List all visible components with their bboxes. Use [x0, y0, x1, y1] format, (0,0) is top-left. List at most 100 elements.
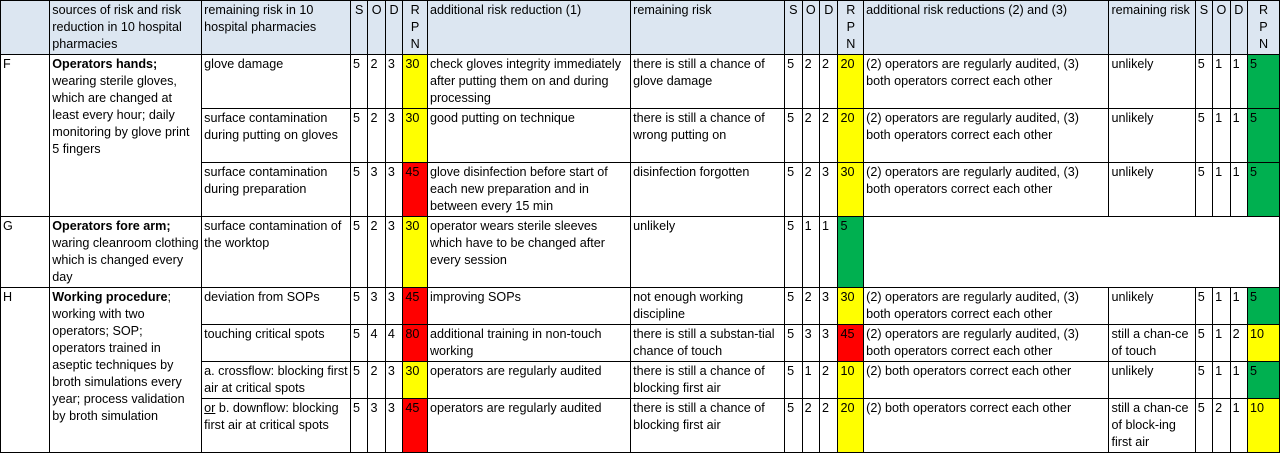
header-o: O — [367, 0, 386, 55]
s-cell: 5 — [349, 398, 369, 453]
rpn2-cell: 45 — [837, 324, 865, 362]
risk-cell: touching critical spots — [201, 324, 351, 362]
remaining-2-cell: not enough working discipline — [630, 287, 786, 325]
o3-cell: 1 — [1212, 108, 1231, 163]
s2-cell: 5 — [784, 216, 803, 288]
risk-cell: glove damage — [201, 54, 351, 109]
d-cell: 3 — [384, 287, 404, 325]
d-cell: 3 — [384, 398, 404, 453]
rpn-cell: 45 — [402, 162, 428, 217]
s2-cell: 5 — [784, 324, 803, 362]
additional-1-cell: operator wears sterile sleeves which hav… — [426, 216, 632, 288]
additional-23-cell: (2) operators are regularly audited, (3)… — [863, 162, 1110, 217]
s3-cell: 5 — [1194, 162, 1214, 217]
o-cell: 3 — [367, 162, 386, 217]
d2-cell: 2 — [819, 108, 839, 163]
additional-1-cell: operators are regularly audited — [426, 361, 632, 399]
o2-cell: 3 — [801, 324, 821, 362]
d2-cell: 2 — [819, 398, 839, 453]
rpn-cell: 30 — [402, 216, 428, 288]
s2-cell: 5 — [784, 287, 803, 325]
s3-cell: 5 — [1194, 108, 1214, 163]
d-cell: 3 — [384, 216, 404, 288]
d2-cell: 2 — [819, 361, 839, 399]
s-cell: 5 — [349, 108, 369, 163]
s-cell: 5 — [349, 324, 369, 362]
header-additional-1: additional risk reduction (1) — [426, 0, 632, 55]
header-d2: D — [819, 0, 839, 55]
additional-1-cell: operators are regularly audited — [426, 398, 632, 453]
rpn-cell: 45 — [402, 398, 428, 453]
s2-cell: 5 — [784, 162, 803, 217]
d2-cell: 2 — [819, 54, 839, 109]
o2-cell: 2 — [801, 108, 821, 163]
remaining-2-cell: there is still a chance of blocking firs… — [630, 398, 786, 453]
additional-1-cell: glove disinfection before start of each … — [426, 162, 632, 217]
o3-cell: 2 — [1212, 398, 1231, 453]
o-cell: 2 — [367, 216, 386, 288]
o-cell: 4 — [367, 324, 386, 362]
d-cell: 3 — [384, 54, 404, 109]
remaining-3-cell: unlikely — [1108, 108, 1196, 163]
table-row: G Operators fore arm; waring cleanroom c… — [0, 216, 1280, 288]
o3-cell: 1 — [1212, 324, 1231, 362]
remaining-3-cell: unlikely — [1108, 361, 1196, 399]
remaining-2-cell: there is still a chance of glove damage — [630, 54, 786, 109]
s3-cell: 5 — [1194, 324, 1214, 362]
rpn2-cell: 30 — [837, 162, 865, 217]
o-cell: 2 — [367, 361, 386, 399]
remaining-2-cell: there is still a chance of wrong putting… — [630, 108, 786, 163]
header-additional-23: additional risk reductions (2) and (3) — [863, 0, 1110, 55]
risk-cell: or b. downflow: blocking first air at cr… — [201, 398, 351, 453]
remaining-3-cell: still a chan-ce of block-ing first air — [1108, 398, 1196, 453]
remaining-2-cell: there is still a chance of blocking firs… — [630, 361, 786, 399]
header-d: D — [384, 0, 404, 55]
o3-cell: 1 — [1212, 162, 1231, 217]
s2-cell: 5 — [784, 361, 803, 399]
d-cell: 3 — [384, 108, 404, 163]
remaining-2-cell: unlikely — [630, 216, 786, 288]
additional-23-cell: (2) operators are regularly audited, (3)… — [863, 324, 1110, 362]
d2-cell: 3 — [819, 162, 839, 217]
o-cell: 3 — [367, 398, 386, 453]
d3-cell: 1 — [1229, 54, 1249, 109]
o2-cell: 2 — [801, 398, 821, 453]
additional-23-cell: (2) operators are regularly audited, (3)… — [863, 108, 1110, 163]
group-desc: wearing sterile gloves, which are change… — [52, 74, 190, 156]
s3-cell: 5 — [1194, 287, 1214, 325]
d3-cell: 1 — [1229, 287, 1249, 325]
d2-cell: 3 — [819, 324, 839, 362]
group-title: Operators hands; — [52, 57, 158, 71]
rpn-cell: 30 — [402, 361, 428, 399]
additional-23-cell: (2) operators are regularly audited, (3)… — [863, 54, 1110, 109]
d-cell: 3 — [384, 162, 404, 217]
header-s3: S — [1194, 0, 1214, 55]
group-desc: waring cleanroom clothing which is chang… — [52, 236, 199, 284]
s-cell: 5 — [349, 162, 369, 217]
header-remaining-risk-2: remaining risk — [630, 0, 786, 55]
o2-cell: 2 — [801, 162, 821, 217]
header-id — [0, 0, 51, 55]
rpn3-cell: 10 — [1247, 398, 1280, 453]
s3-cell: 5 — [1194, 398, 1214, 453]
header-o3: O — [1212, 0, 1231, 55]
rpn-cell: 80 — [402, 324, 428, 362]
group-source: Working procedure; working with two oper… — [49, 287, 203, 453]
rpn2-cell: 5 — [837, 216, 865, 288]
o3-cell: 1 — [1212, 54, 1231, 109]
rpn-cell: 30 — [402, 54, 428, 109]
additional-23-cell: (2) both operators correct each other — [863, 361, 1110, 399]
o2-cell: 1 — [801, 216, 821, 288]
d3-cell: 1 — [1229, 108, 1249, 163]
d2-cell: 3 — [819, 287, 839, 325]
s2-cell: 5 — [784, 54, 803, 109]
s-cell: 5 — [349, 287, 369, 325]
d3-cell: 1 — [1229, 162, 1249, 217]
rpn3-cell: 5 — [1247, 361, 1280, 399]
header-source: sources of risk and risk reduction in 10… — [49, 0, 203, 55]
rpn2-cell: 20 — [837, 398, 865, 453]
risk-cell: surface contamination of the worktop — [201, 216, 351, 288]
